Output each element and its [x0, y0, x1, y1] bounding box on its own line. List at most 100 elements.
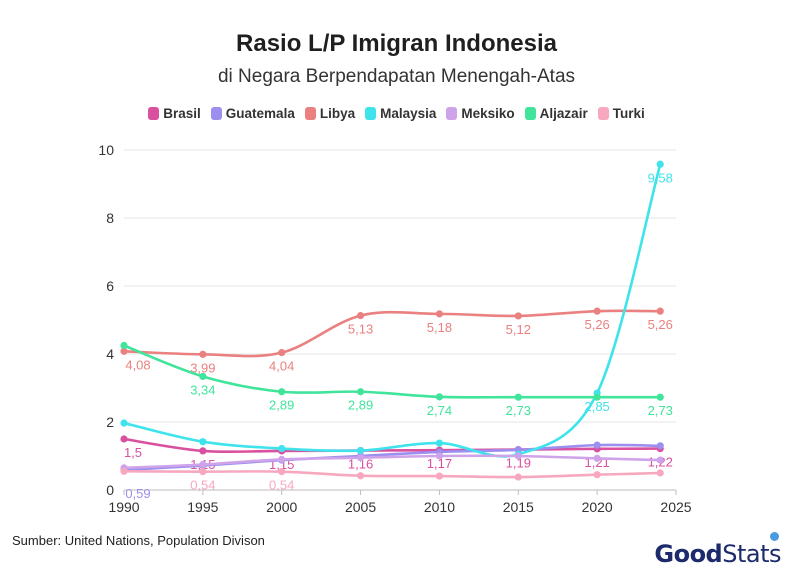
- x-tick-label: 2010: [424, 499, 455, 515]
- data-point-turki: [435, 472, 444, 480]
- data-label-aljazair: 2,89: [348, 398, 373, 413]
- y-tick-label: 4: [106, 346, 114, 362]
- data-point-meksiko: [356, 454, 365, 462]
- data-label-aljazair: 2,73: [506, 403, 531, 418]
- data-label-brasil: 1,5: [124, 445, 142, 460]
- y-tick-label: 2: [106, 414, 114, 430]
- data-point-turki: [356, 472, 365, 480]
- y-tick-label: 8: [106, 210, 114, 226]
- legend-item-guatemala: Guatemala: [210, 106, 295, 121]
- data-point-malaysia: [199, 438, 207, 446]
- data-point-brasil: [120, 435, 128, 443]
- data-point-libya: [199, 350, 207, 358]
- data-point-libya: [593, 307, 601, 315]
- series-line-malaysia: [123, 163, 662, 458]
- y-tick-label: 0: [106, 482, 114, 498]
- x-tick-label: 2015: [503, 499, 534, 515]
- data-point-libya: [514, 312, 522, 320]
- series-line-turki: [123, 470, 661, 479]
- data-label-libya: 5,26: [648, 317, 673, 332]
- x-tick-label: 2005: [345, 499, 376, 515]
- data-label-aljazair: 2,74: [427, 403, 452, 418]
- x-tick-label: 2000: [266, 499, 297, 515]
- x-tick-label: 1990: [108, 499, 139, 515]
- data-point-turki: [514, 473, 522, 481]
- data-point-aljazair: [656, 393, 664, 401]
- data-point-meksiko: [656, 456, 664, 464]
- legend-swatch: [597, 107, 609, 120]
- goodstats-logo: GoodStats: [654, 540, 781, 568]
- x-tick-label: 2020: [582, 499, 613, 515]
- data-label-malaysia: 9,58: [648, 170, 673, 185]
- data-point-libya: [120, 347, 128, 355]
- brand-bold-text: Good: [654, 540, 723, 568]
- source-note: Sumber: United Nations, Population Divis…: [12, 533, 265, 548]
- data-label-libya: 5,12: [506, 322, 531, 337]
- data-point-aljazair: [435, 393, 444, 401]
- legend-label: Aljazair: [539, 106, 588, 121]
- legend-label: Guatemala: [225, 106, 295, 121]
- data-point-guatemala: [656, 442, 664, 450]
- data-point-guatemala: [593, 441, 601, 449]
- data-point-turki: [656, 469, 664, 477]
- legend-item-turki: Turki: [597, 106, 645, 121]
- chart-title: Rasio L/P Imigran Indonesia: [236, 30, 557, 57]
- legend-label: Malaysia: [380, 106, 437, 121]
- legend-swatch: [304, 107, 316, 120]
- brand-dot-icon: [770, 532, 779, 541]
- data-point-meksiko: [278, 455, 286, 463]
- legend-swatch: [365, 107, 377, 120]
- data-label-libya: 5,18: [427, 320, 452, 335]
- data-point-meksiko: [199, 460, 207, 469]
- data-point-turki: [199, 468, 207, 476]
- data-label-brasil: 1,19: [506, 456, 531, 471]
- data-point-libya: [278, 349, 286, 357]
- legend-item-libya: Libya: [304, 106, 356, 121]
- data-label-guatemala: 0,59: [125, 486, 150, 501]
- legend-swatch: [524, 107, 536, 120]
- data-point-aljazair: [199, 372, 207, 381]
- data-label-turki: 0,54: [269, 478, 294, 493]
- data-point-malaysia: [278, 444, 286, 453]
- data-label-brasil: 1,17: [427, 456, 452, 471]
- series-line-libya: [123, 309, 661, 358]
- legend-label: Meksiko: [461, 106, 515, 121]
- legend-swatch: [446, 107, 458, 120]
- data-label-turki: 0,54: [190, 478, 215, 493]
- data-label-brasil: 1,16: [348, 457, 373, 472]
- data-point-meksiko: [593, 454, 601, 462]
- data-point-malaysia: [356, 446, 365, 455]
- data-point-aljazair: [120, 341, 128, 350]
- y-tick-label: 10: [98, 142, 114, 158]
- data-point-malaysia: [120, 419, 128, 427]
- data-label-malaysia: 2,85: [584, 399, 609, 414]
- legend-label: Libya: [319, 106, 356, 121]
- chart-subtitle: di Negara Berpendapatan Menengah-Atas: [217, 66, 576, 87]
- x-tick-label: 2025: [660, 499, 691, 515]
- legend-label: Turki: [612, 106, 645, 121]
- legend-swatch: [210, 107, 222, 120]
- data-point-aljazair: [278, 388, 286, 396]
- series-line-brasil: [123, 437, 661, 454]
- data-label-libya: 3,99: [190, 360, 215, 375]
- data-label-libya: 5,26: [584, 317, 609, 332]
- data-point-aljazair: [356, 388, 365, 396]
- chart-legend: Brasil Guatemala Libya Malaysia Meksiko Aljaz…: [0, 106, 793, 121]
- data-point-libya: [656, 307, 664, 315]
- data-point-brasil: [199, 447, 207, 455]
- data-point-meksiko: [514, 452, 522, 460]
- data-label-aljazair: 3,34: [190, 382, 215, 397]
- legend-label: Brasil: [163, 106, 201, 121]
- data-label-libya: 4,08: [125, 357, 150, 372]
- data-point-aljazair: [593, 393, 601, 401]
- data-point-malaysia: [435, 439, 444, 447]
- data-label-libya: 5,13: [348, 322, 373, 337]
- legend-swatch: [148, 107, 160, 120]
- x-tick-label: 1995: [187, 499, 218, 515]
- legend-item-meksiko: Meksiko: [446, 106, 515, 121]
- y-tick-label: 6: [106, 278, 114, 294]
- data-point-turki: [278, 468, 286, 476]
- data-point-turki: [120, 467, 128, 475]
- data-point-malaysia: [656, 160, 664, 168]
